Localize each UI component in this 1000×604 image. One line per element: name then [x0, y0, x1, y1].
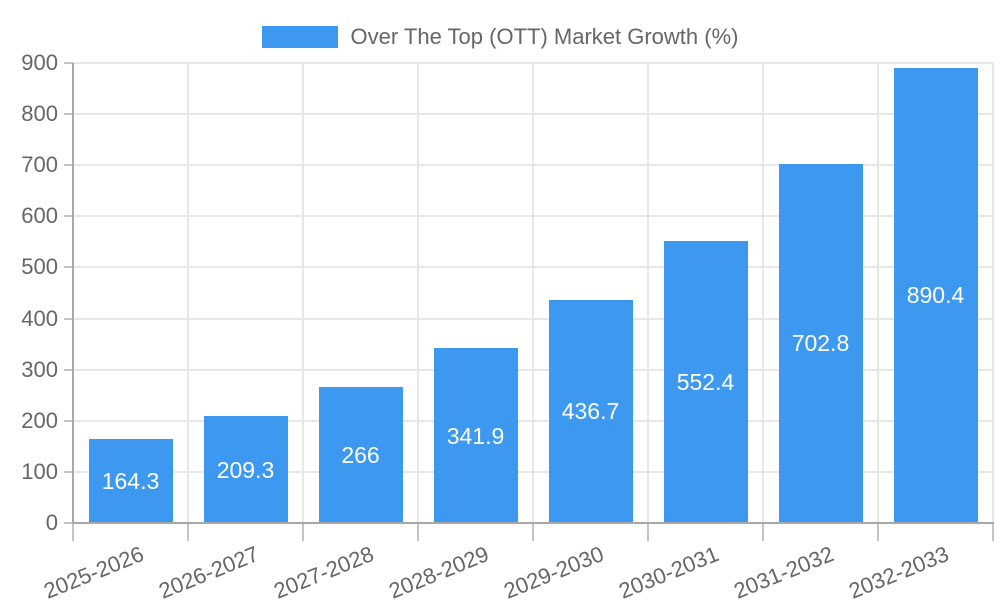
- x-axis-tick: [532, 523, 534, 541]
- x-axis-tick: [877, 523, 879, 541]
- x-axis-category-label: 2029-2030: [500, 541, 608, 604]
- y-axis-tick-label: 300: [21, 356, 58, 382]
- bar[interactable]: [88, 439, 173, 523]
- y-axis-tick-label: 500: [21, 254, 58, 280]
- y-axis-tick-label: 100: [21, 458, 58, 484]
- bar[interactable]: [893, 67, 978, 523]
- bar-value-label: 164.3: [101, 468, 160, 494]
- gridline-vertical: [532, 63, 534, 523]
- bar-value-label: 341.9: [446, 422, 505, 449]
- x-axis-category-label: 2028-2029: [385, 541, 493, 604]
- bar[interactable]: [663, 240, 748, 523]
- y-axis-tick: [64, 62, 73, 64]
- gridline-vertical: [877, 63, 879, 523]
- y-axis-tick: [64, 368, 73, 371]
- x-axis-category-label: 2027-2028: [270, 541, 378, 604]
- x-axis-category-label: 2031-2032: [730, 541, 838, 604]
- x-axis-tick: [417, 523, 419, 541]
- y-axis-tick: [64, 215, 73, 218]
- bar-value-label: 266: [341, 442, 380, 469]
- y-axis-tick-label: 900: [21, 50, 58, 75]
- legend-swatch: [261, 26, 338, 48]
- y-axis-tick-label: 200: [21, 407, 58, 433]
- bar-value-label: 890.4: [906, 282, 965, 309]
- y-axis-tick: [64, 164, 73, 167]
- bar[interactable]: [318, 387, 403, 523]
- x-axis-tick: [762, 523, 764, 541]
- y-axis-tick: [64, 470, 73, 473]
- y-axis-tick: [64, 317, 73, 320]
- y-axis-tick: [64, 266, 73, 269]
- bar-value-label: 702.8: [791, 330, 850, 357]
- y-axis-tick: [64, 522, 73, 524]
- x-axis-tick: [302, 523, 304, 541]
- y-axis-tick-label: 800: [21, 101, 58, 127]
- x-axis-category-label: 2025-2026: [40, 541, 148, 604]
- y-axis-tick: [64, 419, 73, 422]
- x-axis-category-label: 2030-2031: [615, 541, 723, 604]
- gridline-vertical: [762, 63, 764, 523]
- x-axis-tick: [72, 523, 74, 541]
- gridline-vertical: [417, 63, 419, 523]
- x-axis-category-label: 2032-2033: [845, 541, 953, 604]
- y-axis-tick: [64, 113, 73, 116]
- x-axis-category-label: 2026-2027: [155, 541, 263, 604]
- bar[interactable]: [433, 348, 518, 523]
- bar[interactable]: [203, 416, 288, 523]
- gridline-vertical: [992, 63, 994, 523]
- y-axis-line: [72, 63, 74, 524]
- bar-value-label: 209.3: [216, 456, 275, 483]
- bar[interactable]: [778, 163, 863, 523]
- gridline-vertical: [187, 63, 189, 523]
- gridline-vertical: [302, 63, 304, 523]
- bar[interactable]: [548, 299, 633, 523]
- chart-legend[interactable]: Over The Top (OTT) Market Growth (%): [0, 24, 1000, 50]
- x-axis-line: [73, 522, 994, 524]
- bar-value-label: 436.7: [561, 398, 620, 425]
- legend-label: Over The Top (OTT) Market Growth (%): [350, 24, 739, 49]
- x-axis-tick: [187, 523, 189, 541]
- y-axis-tick-label: 700: [21, 152, 58, 178]
- y-axis-tick-label: 400: [21, 305, 58, 331]
- bar-value-label: 552.4: [676, 368, 735, 395]
- x-axis-tick: [992, 523, 994, 541]
- y-axis-tick-label: 0: [45, 510, 58, 535]
- y-axis-tick-label: 600: [21, 203, 58, 229]
- gridline-vertical: [647, 63, 649, 523]
- x-axis-tick: [647, 523, 649, 541]
